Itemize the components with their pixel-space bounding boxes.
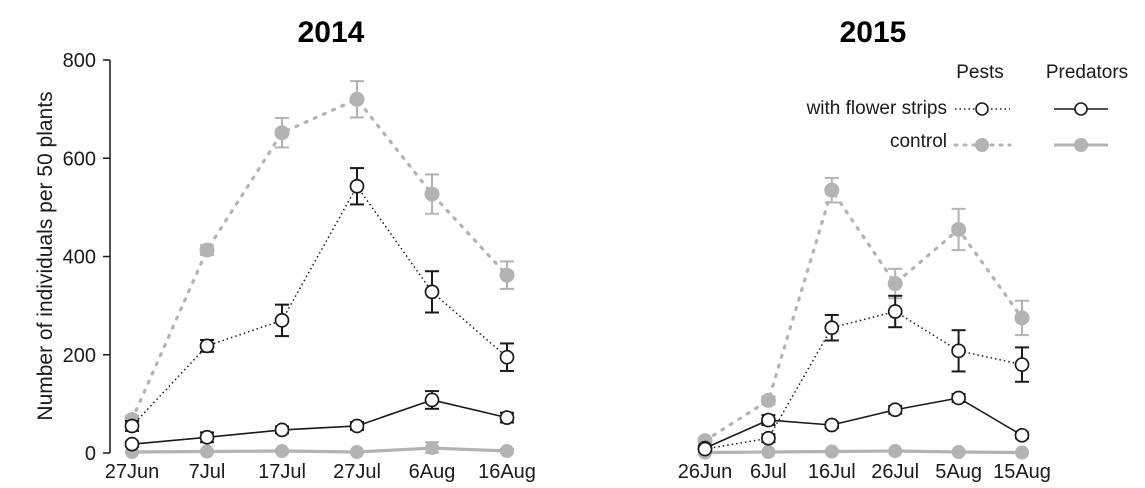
panel-2014-plot: 27Jun 7Jul 17Jul 27Jul 6Aug 16Aug [105, 80, 536, 483]
data-point [1014, 357, 1030, 372]
legend-pests-control [953, 138, 1012, 152]
series-predators-control [698, 444, 1029, 460]
y-tick-label: 0 [85, 443, 96, 465]
data-point [951, 445, 966, 460]
data-point [887, 402, 903, 418]
data-point [499, 349, 515, 365]
legend-pests-flower-strips [955, 102, 1010, 116]
data-point [500, 444, 514, 459]
data-point [824, 182, 840, 198]
legend-predators-flower-strips [1054, 102, 1108, 116]
x-tick-label: 7Jul [189, 461, 226, 483]
data-point [824, 417, 840, 433]
series-line [131, 185, 508, 427]
series-pests-control [697, 176, 1030, 449]
series-pests-control [124, 80, 515, 428]
series-predators-control [125, 441, 514, 460]
y-tick-label: 600 [63, 148, 96, 170]
legend-label-flower-strips: with flower strips [806, 98, 947, 119]
data-point [424, 284, 440, 300]
legend-predators-control [1054, 138, 1108, 152]
data-point [887, 276, 903, 292]
data-point [1014, 427, 1030, 443]
x-tick-label: 16Aug [478, 461, 536, 483]
series-line [131, 399, 508, 445]
series-predators-flower-strips [697, 390, 1030, 456]
data-point [824, 444, 839, 459]
series-line [704, 397, 1023, 449]
data-point [424, 392, 440, 408]
legend-header-predators: Predators [1046, 62, 1128, 83]
panel-2015-plot: 26Jun 6Jul 16Jul 26Jul 5Aug 15Aug [678, 176, 1051, 483]
legend: Pests Predators with flower strips contr… [806, 62, 1128, 152]
x-tick-label: 6Jul [750, 461, 787, 483]
series-line [703, 188, 1024, 443]
series-predators-flower-strips [124, 390, 515, 452]
data-point [349, 91, 365, 107]
x-tick-label: 26Jul [871, 461, 919, 483]
data-point [761, 445, 776, 460]
data-point [124, 436, 140, 452]
data-point [887, 304, 903, 319]
y-axis: 0 200 400 600 800 Number of individuals per … [34, 50, 111, 465]
data-point [951, 343, 966, 359]
y-tick-label: 800 [63, 50, 96, 72]
panel-2014: 2014 27Jun 7Jul 17Jul 27Jul 6Aug 16Aug [105, 16, 536, 483]
data-point [200, 444, 214, 459]
data-point [275, 444, 289, 459]
x-tick-label: 17Jul [258, 461, 306, 483]
data-point [499, 410, 515, 425]
data-point [274, 422, 290, 438]
series-line [704, 449, 1023, 455]
data-point [199, 429, 215, 445]
series-pests-flower-strips [697, 294, 1030, 457]
data-point [761, 430, 776, 446]
y-axis-label: Number of individuals per 50 plants [34, 91, 57, 420]
data-point [761, 412, 776, 428]
data-point [824, 320, 840, 336]
data-point [760, 392, 776, 408]
data-point [499, 267, 515, 283]
y-tick-label: 400 [63, 247, 96, 269]
data-point [199, 338, 215, 354]
data-point [951, 221, 967, 237]
data-point [274, 125, 290, 141]
x-tick-label: 16Jul [808, 461, 856, 483]
x-tick-label: 6Aug [409, 461, 456, 483]
panel-2015: 2015 26Jun 6Jul 16Jul 26Jul 5Aug 15Aug [678, 16, 1051, 483]
y-ticks: 0 200 400 600 800 [63, 50, 110, 465]
legend-label-control: control [890, 131, 947, 152]
data-point [424, 186, 440, 202]
data-point [199, 242, 215, 258]
data-point [1014, 310, 1030, 326]
x-tick-label: 26Jun [678, 461, 733, 483]
series-line [704, 310, 1023, 450]
series-line [130, 97, 509, 422]
data-point [350, 445, 364, 460]
panel-title-2015: 2015 [840, 16, 907, 49]
series-pests-flower-strips [124, 167, 515, 434]
x-tick-label: 27Jun [105, 461, 160, 483]
data-point [1015, 445, 1029, 460]
data-point [349, 418, 365, 434]
data-point [697, 441, 713, 457]
panel-title-2014: 2014 [298, 16, 365, 49]
data-point [425, 441, 439, 456]
data-point [274, 313, 290, 328]
data-point [124, 418, 140, 434]
series-line [131, 446, 508, 454]
data-point [951, 390, 966, 406]
legend-header-pests: Pests [956, 62, 1004, 83]
x-tick-label: 15Aug [993, 461, 1051, 483]
data-point [888, 444, 903, 459]
x-tick-label: 27Jul [333, 461, 381, 483]
data-point [349, 178, 365, 194]
y-tick-label: 200 [63, 345, 96, 367]
x-tick-label: 5Aug [935, 461, 982, 483]
